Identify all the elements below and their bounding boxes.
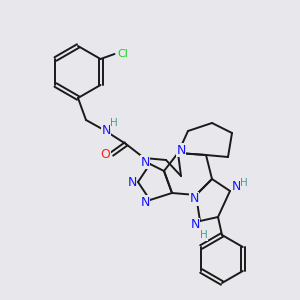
Text: H: H [240, 178, 248, 188]
Text: O: O [100, 148, 110, 161]
Text: N: N [231, 181, 241, 194]
Text: N: N [140, 196, 150, 208]
Text: N: N [101, 124, 111, 137]
Text: Cl: Cl [117, 49, 128, 59]
Text: N: N [190, 218, 200, 232]
Text: H: H [200, 230, 208, 240]
Text: N: N [127, 176, 137, 188]
Text: N: N [140, 155, 150, 169]
Text: N: N [176, 143, 186, 157]
Text: H: H [110, 118, 118, 128]
Text: N: N [189, 193, 199, 206]
